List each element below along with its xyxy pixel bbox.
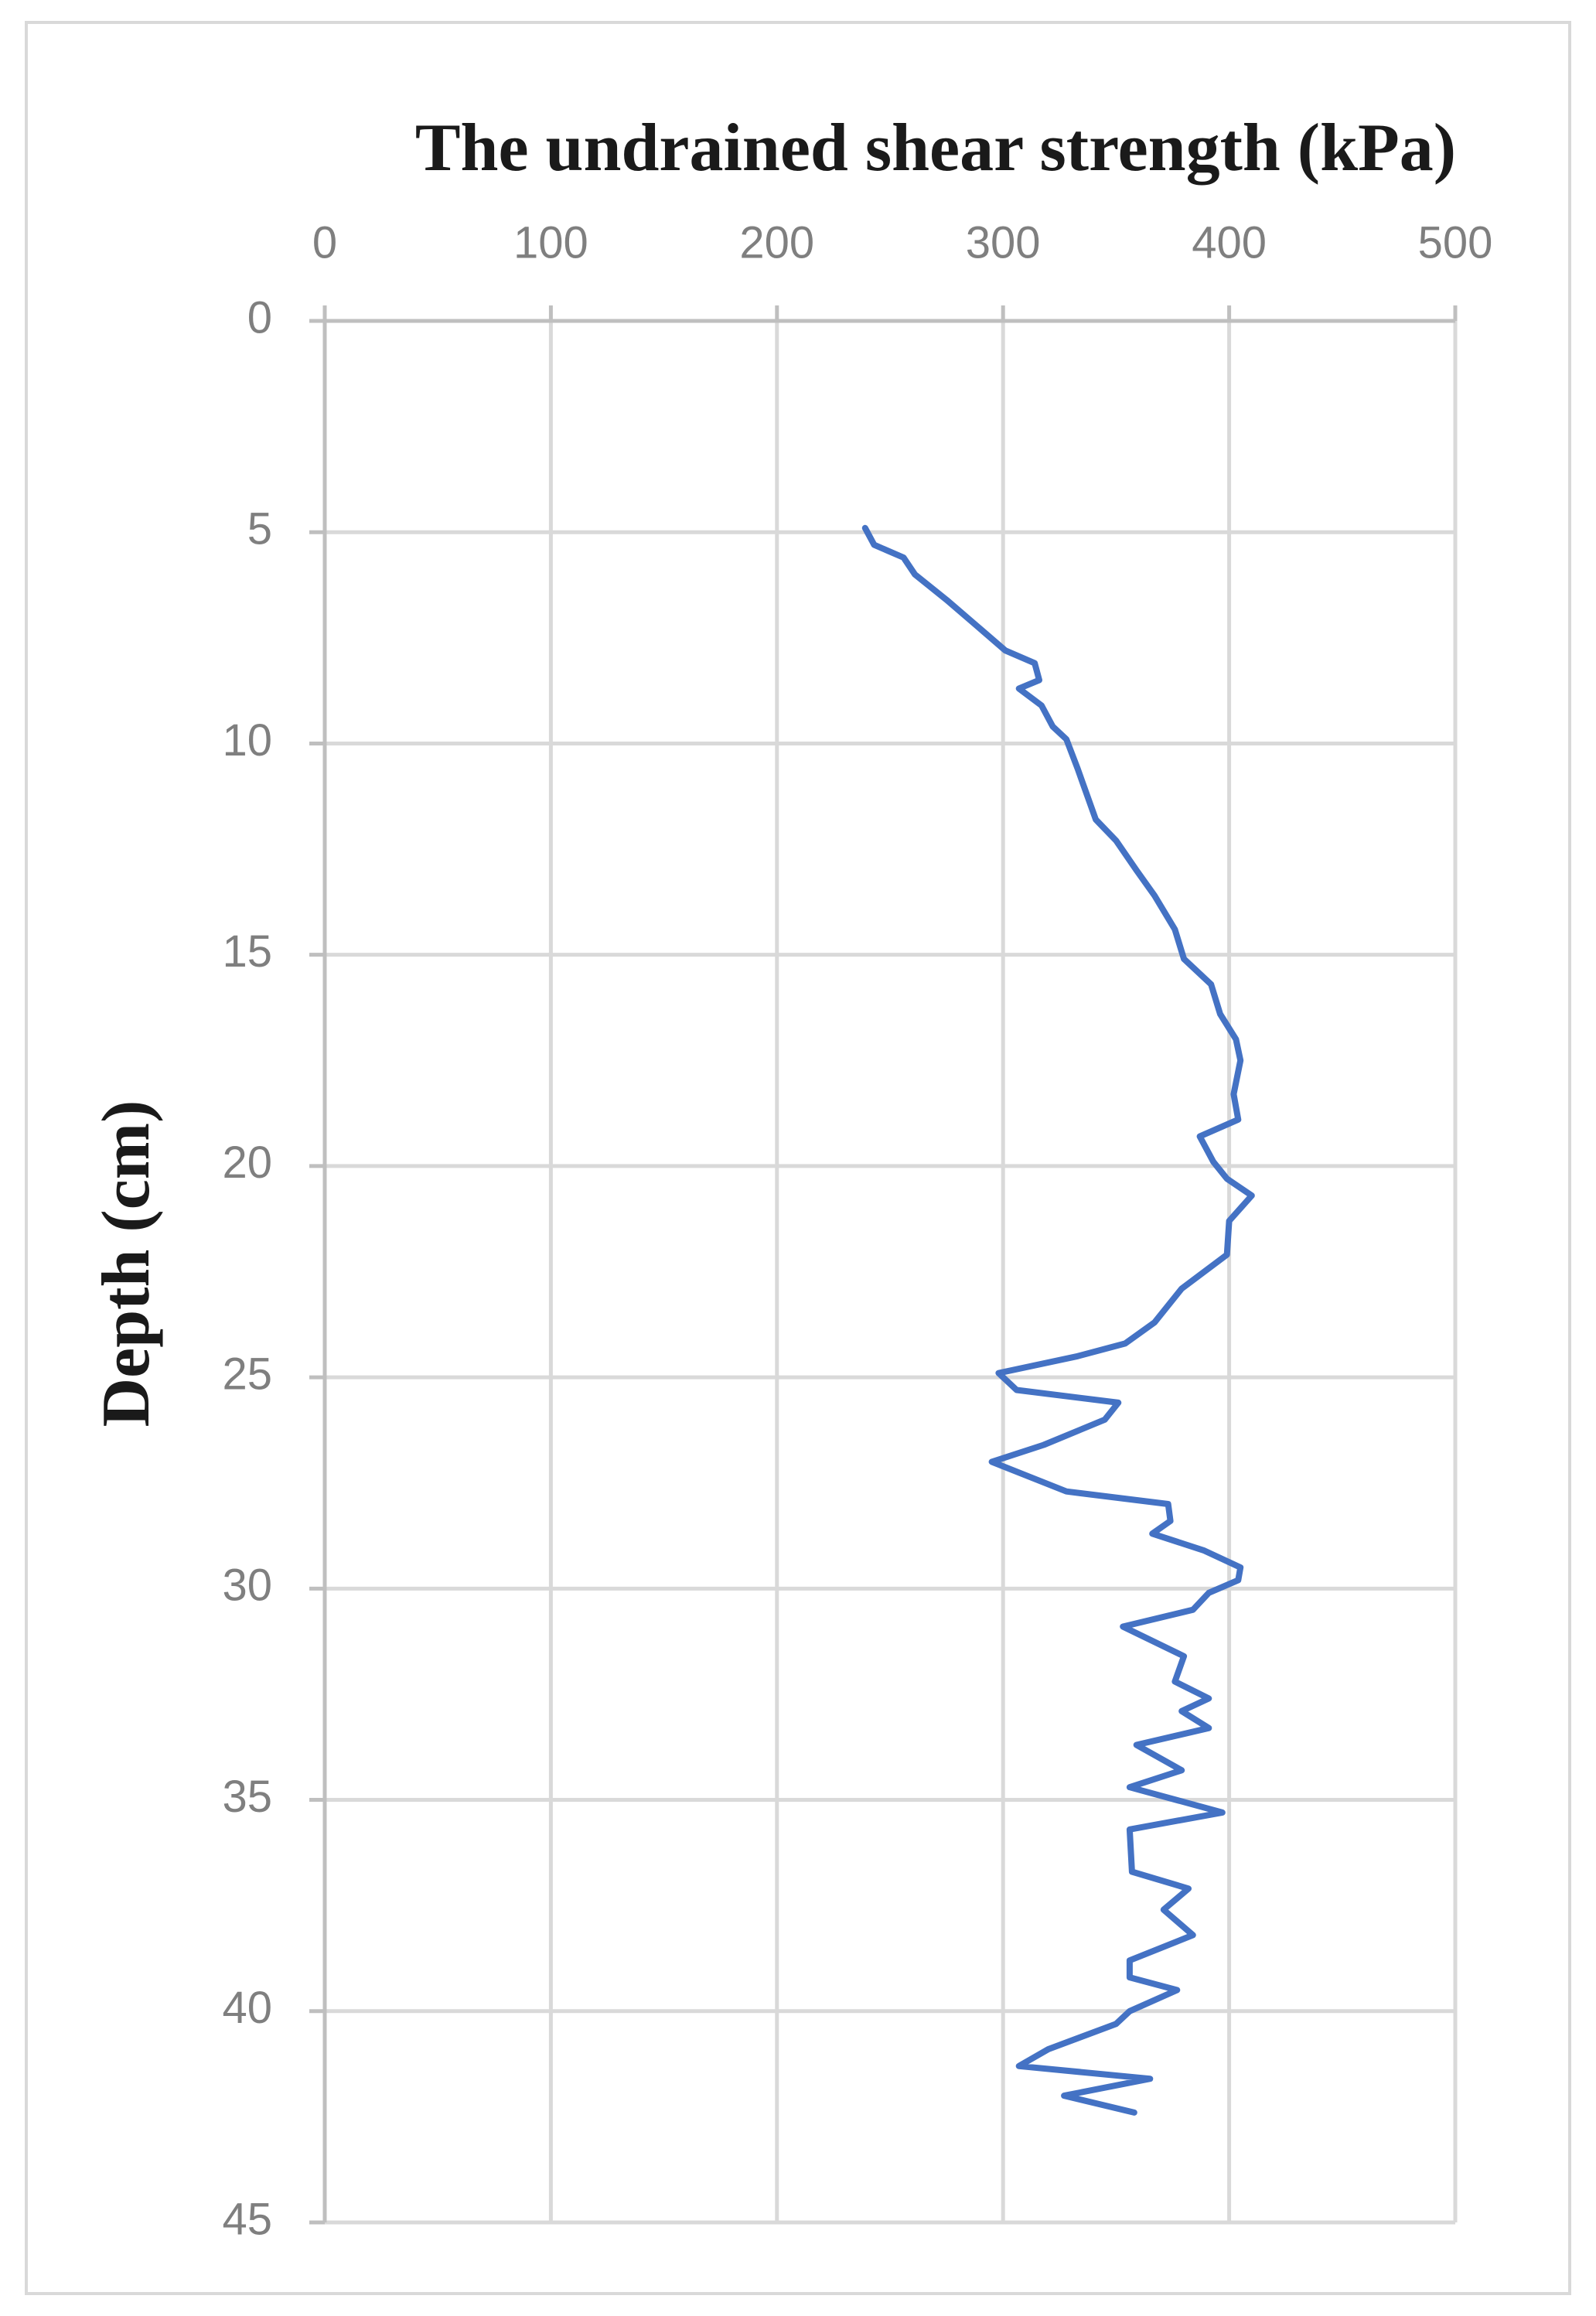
y-axis-label: Depth (cm) bbox=[89, 1100, 164, 1427]
x-tick-label: 0 bbox=[312, 217, 337, 268]
x-tick-label: 500 bbox=[1418, 217, 1493, 268]
y-tick-label: 45 bbox=[222, 2194, 272, 2244]
y-tick-label: 25 bbox=[222, 1349, 272, 1399]
y-tick-label: 5 bbox=[247, 504, 272, 554]
y-tick-label: 30 bbox=[222, 1560, 272, 1611]
x-tick-label: 400 bbox=[1192, 217, 1267, 268]
x-tick-label: 300 bbox=[966, 217, 1041, 268]
y-tick-label: 0 bbox=[247, 292, 272, 343]
data-line bbox=[861, 524, 1255, 2116]
y-tick-label: 15 bbox=[222, 926, 272, 977]
y-tick-label: 40 bbox=[222, 1983, 272, 2033]
y-tick-label: 35 bbox=[222, 1772, 272, 1822]
y-tick-label: 20 bbox=[222, 1138, 272, 1188]
y-tick-label: 10 bbox=[222, 715, 272, 766]
x-tick-label: 200 bbox=[739, 217, 814, 268]
chart-border bbox=[25, 21, 1571, 2295]
chart-title: The undrained shear strength (kPa) bbox=[415, 111, 1456, 186]
x-tick-label: 100 bbox=[513, 217, 588, 268]
